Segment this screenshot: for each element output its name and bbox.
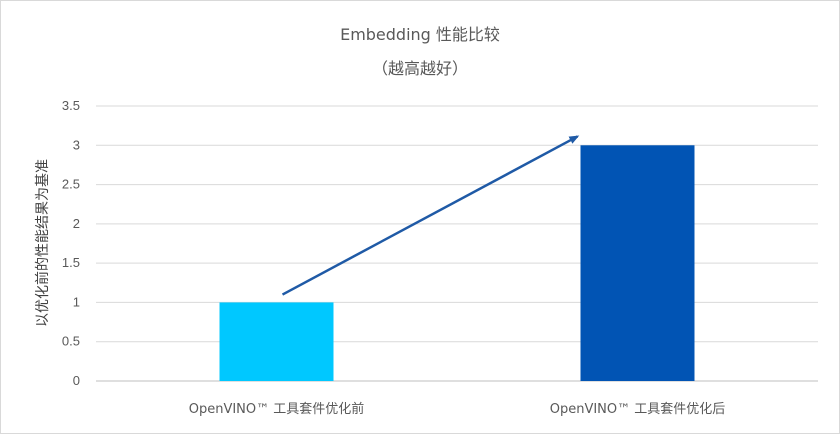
y-tick-label: 0.5: [62, 334, 80, 349]
gridlines: [96, 105, 818, 382]
category-label: OpenVINO™ 工具套件优化后: [550, 401, 726, 417]
y-tick-label: 0: [73, 373, 80, 388]
y-tick-label: 3: [73, 137, 80, 152]
y-tick-label: 2.5: [62, 177, 80, 192]
y-axis-label: 以优化前的性能结果为基准: [34, 159, 51, 327]
chart-title: Embedding 性能比较: [340, 25, 500, 44]
bar-2: [580, 145, 695, 381]
bars: [219, 145, 695, 381]
chart-subtitle: （越高越好）: [372, 59, 468, 78]
y-tick-label: 1.5: [62, 255, 80, 270]
category-label: OpenVINO™ 工具套件优化前: [189, 401, 365, 417]
trend-arrow: [281, 135, 580, 296]
y-tick-label: 1: [73, 294, 80, 309]
y-tick-label: 2: [73, 216, 80, 231]
y-tick-label: 3.5: [62, 98, 80, 113]
category-labels: OpenVINO™ 工具套件优化前 OpenVINO™ 工具套件优化后: [189, 401, 726, 417]
bar-1: [219, 302, 334, 381]
y-tick-labels: 0 0.5 1 1.5 2 2.5 3 3.5: [62, 98, 80, 388]
annotations: [281, 135, 580, 296]
